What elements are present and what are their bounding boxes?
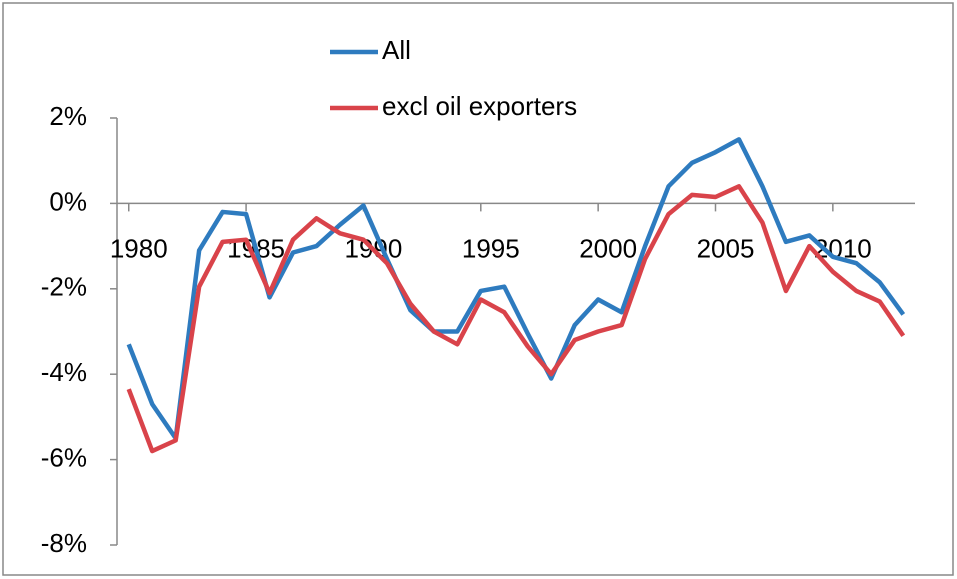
y-tick-label: 2% [49, 101, 87, 131]
legend-label: All [382, 35, 411, 65]
y-tick-label: -6% [41, 442, 87, 472]
y-tick-label: -8% [41, 528, 87, 558]
y-tick-label: -2% [41, 272, 87, 302]
legend-label: excl oil exporters [382, 91, 577, 121]
x-tick-label: 2000 [579, 233, 637, 263]
series-line [126, 137, 906, 441]
y-tick-label: -4% [41, 357, 87, 387]
y-tick-label: 0% [49, 186, 87, 216]
x-tick-label: 1980 [110, 233, 168, 263]
series-line [126, 184, 906, 454]
x-tick-label: 2005 [697, 233, 755, 263]
x-tick-label: 1995 [462, 233, 520, 263]
